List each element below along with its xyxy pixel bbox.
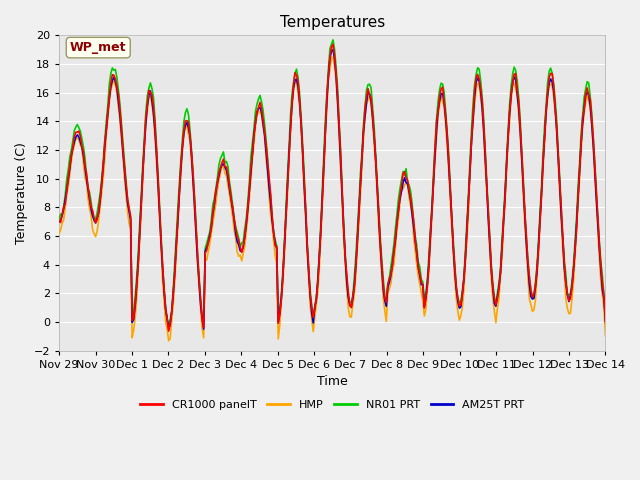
NR01 PRT — [247, 154, 255, 160]
NR01 PRT — [55, 216, 63, 222]
CR1000 panelT — [165, 328, 173, 334]
HMP — [55, 231, 63, 237]
CR1000 panelT — [574, 194, 582, 200]
HMP — [574, 202, 582, 208]
Legend: CR1000 panelT, HMP, NR01 PRT, AM25T PRT: CR1000 panelT, HMP, NR01 PRT, AM25T PRT — [136, 396, 529, 415]
AM25T PRT — [574, 195, 582, 201]
NR01 PRT — [165, 322, 173, 328]
Line: CR1000 panelT: CR1000 panelT — [59, 44, 605, 331]
Y-axis label: Temperature (C): Temperature (C) — [15, 142, 28, 244]
AM25T PRT — [55, 218, 63, 224]
HMP — [247, 177, 255, 183]
HMP — [296, 102, 303, 108]
CR1000 panelT — [329, 41, 337, 47]
AM25T PRT — [329, 47, 337, 53]
NR01 PRT — [329, 37, 337, 43]
CR1000 panelT — [220, 156, 227, 162]
NR01 PRT — [602, 313, 609, 319]
CR1000 panelT — [122, 181, 130, 187]
CR1000 panelT — [247, 165, 255, 171]
HMP — [122, 192, 130, 198]
NR01 PRT — [574, 184, 582, 190]
AM25T PRT — [200, 326, 207, 332]
NR01 PRT — [122, 178, 130, 184]
Title: Temperatures: Temperatures — [280, 15, 385, 30]
NR01 PRT — [220, 149, 227, 155]
AM25T PRT — [247, 170, 255, 176]
Line: AM25T PRT: AM25T PRT — [59, 50, 605, 329]
CR1000 panelT — [238, 250, 246, 255]
HMP — [165, 338, 173, 344]
AM25T PRT — [220, 161, 227, 167]
X-axis label: Time: Time — [317, 375, 348, 388]
AM25T PRT — [238, 249, 246, 254]
Line: NR01 PRT: NR01 PRT — [59, 40, 605, 325]
CR1000 panelT — [55, 218, 63, 224]
HMP — [238, 258, 246, 264]
NR01 PRT — [238, 240, 246, 246]
AM25T PRT — [122, 185, 130, 191]
NR01 PRT — [296, 90, 303, 96]
CR1000 panelT — [602, 320, 609, 325]
HMP — [328, 54, 335, 60]
Line: HMP: HMP — [59, 57, 605, 341]
HMP — [220, 164, 227, 169]
AM25T PRT — [296, 99, 303, 105]
Text: WP_met: WP_met — [70, 41, 127, 54]
HMP — [602, 333, 609, 339]
CR1000 panelT — [296, 96, 303, 102]
AM25T PRT — [602, 318, 609, 324]
